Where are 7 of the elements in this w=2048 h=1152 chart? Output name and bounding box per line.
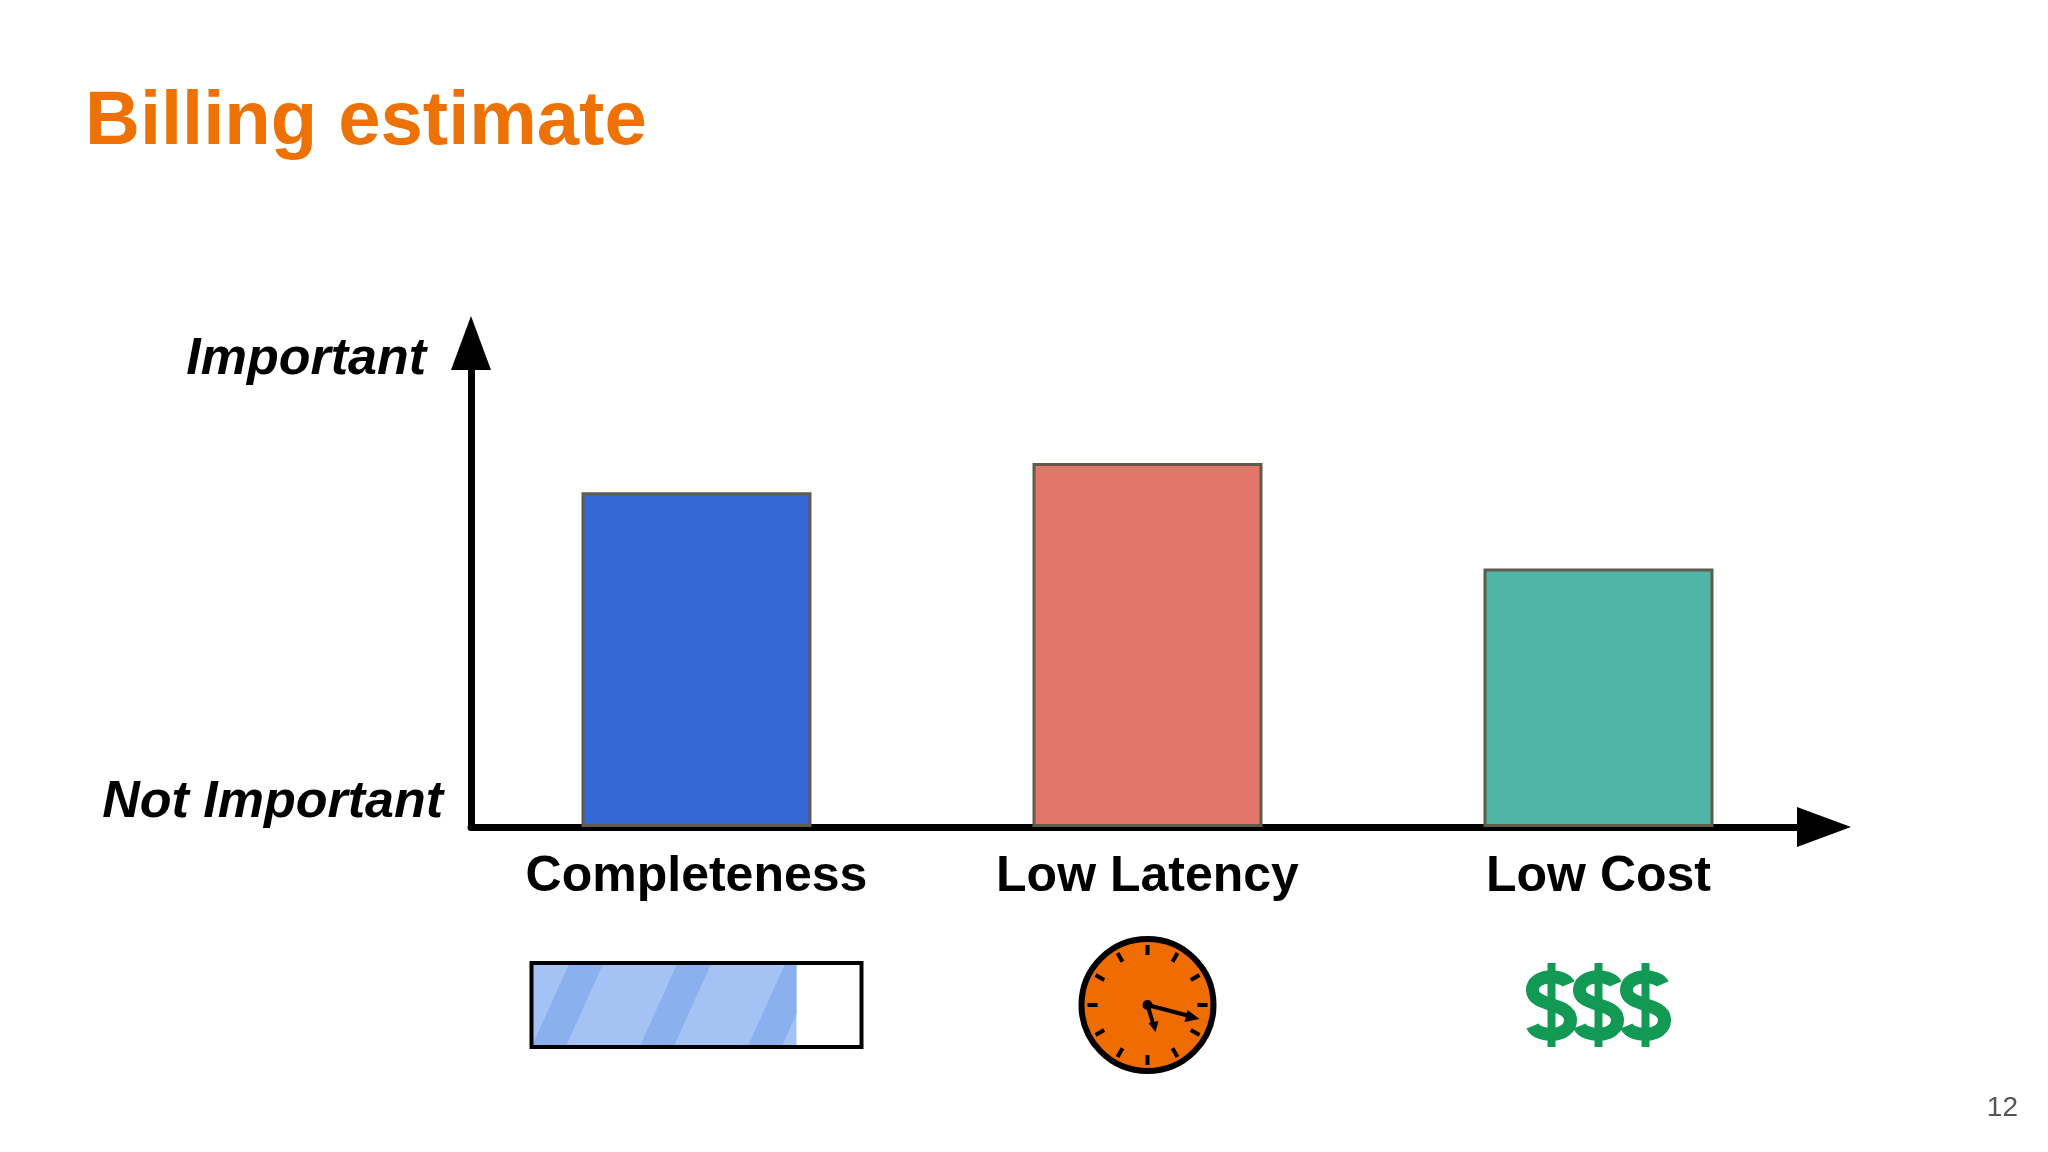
x-tick-label: Low Cost (1486, 846, 1712, 902)
chart-title: Billing estimate (85, 74, 647, 160)
x-tick-label: Completeness (525, 846, 868, 902)
text: 12 (1986, 1090, 2018, 1122)
x-tick-label: Low Latency (996, 846, 1300, 902)
text: Important (186, 327, 429, 385)
text: Not Important (102, 770, 446, 828)
